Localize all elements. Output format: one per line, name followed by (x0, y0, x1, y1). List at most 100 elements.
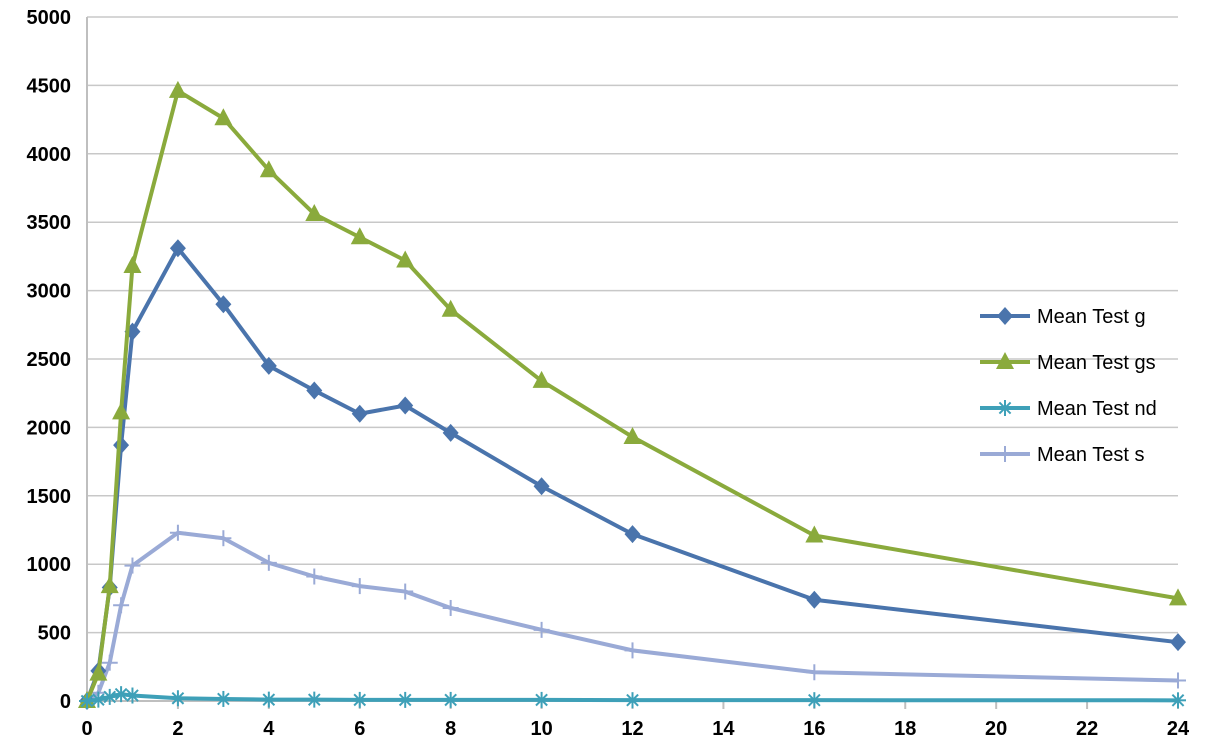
data-point (112, 402, 131, 420)
data-point (1170, 633, 1186, 652)
x-tick-label: 6 (354, 718, 365, 740)
x-tick-label: 18 (894, 718, 916, 740)
data-point (624, 525, 641, 544)
data-point (169, 239, 186, 258)
data-point (215, 530, 232, 547)
y-tick-label: 4500 (27, 75, 72, 97)
data-point (124, 322, 141, 341)
data-point (397, 396, 414, 415)
legend-label: Mean Test s (1037, 444, 1144, 466)
series-mean-test-s (79, 524, 1186, 709)
data-point (442, 599, 459, 616)
legend-label: Mean Test gs (1037, 352, 1156, 374)
data-point (396, 250, 415, 268)
data-point (306, 381, 323, 400)
data-point (169, 690, 186, 707)
data-point (214, 108, 233, 126)
data-point (533, 477, 550, 496)
data-point (532, 370, 551, 388)
x-tick-label: 24 (1167, 718, 1190, 740)
x-tick-label: 8 (445, 718, 456, 740)
data-point (305, 203, 324, 221)
data-point (806, 664, 823, 681)
data-point (123, 255, 142, 273)
legend: Mean Test g Mean Test gs Mean Test nd Mean … (980, 306, 1157, 466)
data-point (1169, 588, 1187, 606)
y-tick-labels: 0 500 1000 1500 2000 2500 3000 3500 4000 4500 5000 (27, 7, 72, 713)
data-point (100, 576, 119, 594)
data-point (89, 663, 108, 681)
data-point (169, 524, 186, 541)
y-tick-label: 3000 (27, 281, 72, 303)
series-mean-test-g (79, 239, 1186, 710)
series-line (85, 88, 1179, 702)
x-tick-label: 16 (803, 718, 825, 740)
y-tick-label: 1500 (27, 486, 72, 508)
data-point (351, 691, 368, 708)
legend-label: Mean Test g (1037, 306, 1146, 328)
data-point (259, 160, 278, 178)
x-tick-label: 22 (1076, 718, 1098, 740)
series-line (85, 530, 1179, 703)
data-point (79, 693, 95, 709)
data-point (350, 227, 369, 245)
data-point (533, 621, 550, 638)
legend-marker (996, 352, 1014, 369)
x-tick-label: 10 (530, 718, 552, 740)
data-point (168, 80, 187, 98)
series-lines (78, 80, 1187, 710)
data-point (260, 554, 277, 571)
y-tick-label: 500 (38, 623, 71, 645)
y-tick-label: 2500 (27, 349, 72, 371)
x-tick-label: 2 (172, 718, 183, 740)
x-tick-label: 4 (263, 718, 275, 740)
data-point (805, 525, 824, 543)
data-point (1170, 692, 1186, 709)
data-point (215, 690, 232, 707)
data-point (90, 691, 107, 708)
series-mean-test-nd (79, 686, 1186, 709)
data-point (806, 692, 823, 709)
x-tick-label: 0 (81, 718, 92, 740)
data-point (101, 654, 118, 671)
data-point (624, 642, 641, 659)
data-point (624, 692, 641, 709)
data-point (306, 691, 323, 708)
data-point (306, 568, 323, 585)
data-point (260, 356, 277, 375)
y-tick-label: 2000 (27, 417, 72, 439)
data-point (351, 404, 368, 423)
series-mean-test-gs (78, 80, 1187, 708)
legend-item: Mean Test g (980, 306, 1146, 328)
data-point (442, 691, 459, 708)
legend-label: Mean Test nd (1037, 398, 1157, 420)
x-tick-label: 20 (985, 718, 1007, 740)
data-point (260, 691, 277, 708)
legend-item: Mean Test gs (980, 352, 1156, 374)
data-point (623, 426, 642, 444)
data-point (806, 590, 823, 609)
data-point (124, 557, 141, 574)
legend-item: Mean Test s (980, 444, 1144, 466)
x-tick-label: 12 (621, 718, 643, 740)
data-point (441, 299, 460, 317)
data-point (101, 688, 118, 705)
data-point (215, 295, 232, 314)
data-point (113, 597, 130, 614)
data-point (533, 691, 550, 708)
data-point (124, 687, 141, 704)
series-line (86, 692, 1179, 703)
y-tick-label: 3500 (27, 212, 72, 234)
legend-marker (997, 446, 1013, 462)
data-point (397, 583, 414, 600)
data-point (113, 686, 130, 703)
data-point (1170, 672, 1186, 689)
data-point (397, 691, 414, 708)
y-tick-label: 0 (60, 691, 71, 713)
legend-item: Mean Test nd (980, 398, 1157, 420)
legend-marker (997, 307, 1013, 325)
x-tick-label: 14 (712, 718, 735, 740)
legend-marker (997, 400, 1013, 416)
y-tick-label: 5000 (27, 7, 72, 29)
